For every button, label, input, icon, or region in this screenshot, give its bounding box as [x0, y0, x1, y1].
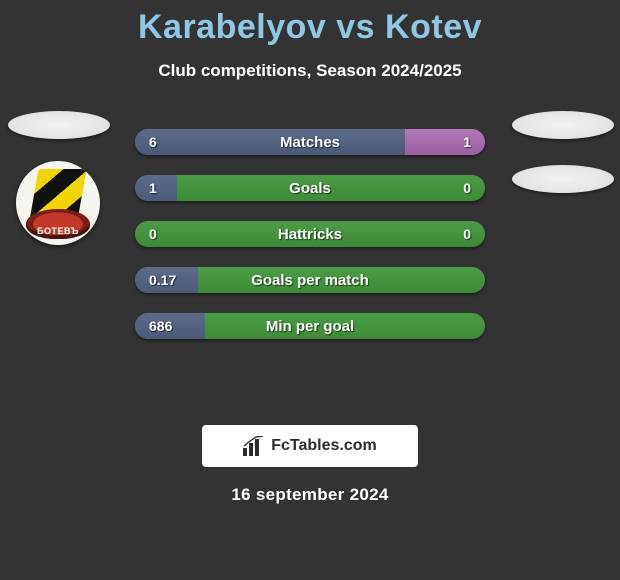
player-avatar-placeholder: [512, 111, 614, 139]
title-vs: vs: [336, 8, 375, 46]
page-title: Karabelyov vs Kotev: [0, 0, 620, 47]
club-name-left: БОТЕВЪ: [16, 226, 100, 236]
stat-bar: 0.17Goals per match: [135, 267, 485, 293]
player-avatar-placeholder: [8, 111, 110, 139]
club-logo-left: БОТЕВЪ: [16, 161, 100, 245]
stat-bar: 686Min per goal: [135, 313, 485, 339]
stats-section: БОТЕВЪ 61Matches 10Goals 00Hattricks 0.17Go…: [0, 111, 620, 411]
stat-bars: 61Matches 10Goals 00Hattricks 0.17Goals per…: [135, 129, 485, 359]
stat-bar: 61Matches: [135, 129, 485, 155]
club-logo-placeholder-right: [512, 165, 614, 193]
stat-label: Hattricks: [135, 221, 485, 247]
stat-label: Goals: [135, 175, 485, 201]
stat-bar: 10Goals: [135, 175, 485, 201]
title-player2: Kotev: [385, 8, 482, 46]
stat-label: Goals per match: [135, 267, 485, 293]
date-text: 16 september 2024: [0, 485, 620, 505]
left-player-badges: БОТЕВЪ: [8, 111, 108, 245]
stat-bar: 00Hattricks: [135, 221, 485, 247]
subtitle: Club competitions, Season 2024/2025: [0, 61, 620, 81]
brand-text: FcTables.com: [271, 437, 377, 455]
bar-chart-icon: [243, 436, 265, 456]
brand-card: FcTables.com: [202, 425, 418, 467]
title-player1: Karabelyov: [138, 8, 326, 46]
stat-label: Min per goal: [135, 313, 485, 339]
right-player-badges: [512, 111, 612, 193]
stat-label: Matches: [135, 129, 485, 155]
comparison-infographic: Karabelyov vs Kotev Club competitions, S…: [0, 0, 620, 580]
